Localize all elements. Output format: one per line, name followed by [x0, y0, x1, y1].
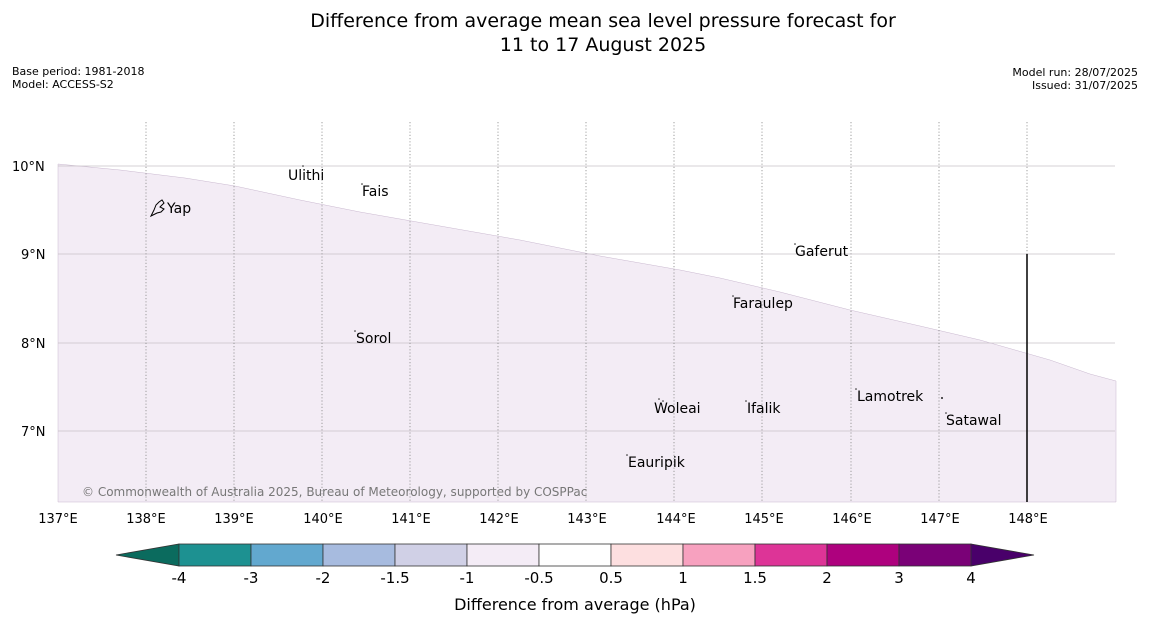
colorbar-segment-4	[394, 543, 468, 567]
lon-label-142e: 142°E	[479, 512, 519, 527]
lat-label-8n: 8°N	[21, 337, 46, 352]
colorbar-tick-4: -1.5	[380, 569, 409, 587]
colorbar-segment-10	[826, 543, 900, 567]
colorbar-segment-3	[322, 543, 396, 567]
gaferut-marker	[794, 243, 796, 245]
lon-label-148e: 148°E	[1008, 512, 1048, 527]
island-label-lamotrek: Lamotrek	[857, 389, 924, 405]
base-info: Base period: 1981-2018 Model: ACCESS-S2	[12, 65, 144, 91]
colorbar-segment-9	[754, 543, 828, 567]
woleai-marker-2	[662, 400, 664, 402]
lon-label-143e: 143°E	[567, 512, 607, 527]
colorbar-tick-8: 1	[678, 569, 688, 587]
island-label-satawal: Satawal	[946, 413, 1001, 429]
fais-marker	[361, 183, 363, 185]
lat-label-7n: 7°N	[21, 425, 46, 440]
lamotrek-marker	[855, 388, 857, 390]
eauripik-marker	[626, 454, 628, 456]
colorbar-tick-5: -1	[460, 569, 475, 587]
lon-label-146e: 146°E	[832, 512, 872, 527]
island-label-yap: Yap	[166, 201, 191, 217]
faraulep-marker	[732, 295, 734, 297]
island-label-ulithi: Ulithi	[288, 168, 324, 184]
lon-label-138e: 138°E	[126, 512, 166, 527]
lamotrek-east-marker	[941, 397, 943, 399]
island-label-sorol: Sorol	[356, 331, 391, 347]
title-line-1: Difference from average mean sea level p…	[310, 10, 896, 32]
island-label-woleai: Woleai	[654, 401, 701, 417]
issued-date: Issued: 31/07/2025	[1031, 79, 1138, 92]
yap-island-outline	[149, 199, 165, 218]
colorbar-low-extension	[115, 543, 180, 567]
colorbar-tick-3: -2	[316, 569, 331, 587]
colorbar-tick-12: 4	[966, 569, 976, 587]
colorbar-tick-7: 0.5	[599, 569, 623, 587]
colorbar	[115, 543, 1035, 567]
map-title: Difference from average mean sea level p…	[0, 9, 1150, 57]
colorbar-segment-7	[610, 543, 684, 567]
colorbar-high-extension	[970, 543, 1035, 567]
lon-label-144e: 144°E	[656, 512, 696, 527]
lat-label-10n: 10°N	[12, 160, 45, 175]
colorbar-label: Difference from average (hPa)	[454, 595, 696, 614]
pressure-anomaly-shading	[57, 163, 1117, 503]
lon-label-141e: 141°E	[391, 512, 431, 527]
colorbar-tick-1: -4	[172, 569, 187, 587]
colorbar-tick-6: -0.5	[524, 569, 553, 587]
island-label-ifalik: Ifalik	[747, 401, 781, 417]
island-markers	[302, 165, 947, 456]
lon-label-147e: 147°E	[920, 512, 960, 527]
title-line-2: 11 to 17 August 2025	[499, 34, 707, 56]
lat-label-9n: 9°N	[21, 248, 46, 263]
ulithi-marker	[302, 165, 304, 167]
island-label-gaferut: Gaferut	[795, 244, 849, 260]
island-label-fais: Fais	[362, 184, 389, 200]
ifalik-marker	[745, 400, 747, 402]
copyright-notice: © Commonwealth of Australia 2025, Bureau…	[82, 485, 587, 499]
island-label-eauripik: Eauripik	[628, 455, 686, 471]
colorbar-segment-8	[682, 543, 756, 567]
island-label-faraulep: Faraulep	[733, 296, 793, 312]
sorol-marker	[354, 330, 356, 332]
colorbar-tick-9: 1.5	[743, 569, 767, 587]
colorbar-segment-5	[466, 543, 540, 567]
woleai-marker	[658, 398, 660, 400]
colorbar-segment-2	[250, 543, 324, 567]
model-run-date: Model run: 28/07/2025	[1012, 66, 1138, 79]
colorbar-segment-6	[538, 543, 612, 567]
base-period: Base period: 1981-2018	[12, 65, 145, 78]
lon-label-137e: 137°E	[38, 512, 78, 527]
satawal-marker	[945, 412, 947, 414]
lon-label-145e: 145°E	[744, 512, 784, 527]
lon-label-139e: 139°E	[214, 512, 254, 527]
colorbar-tick-10: 2	[822, 569, 832, 587]
colorbar-segment-1	[178, 543, 252, 567]
run-info: Model run: 28/07/2025 Issued: 31/07/2025	[1012, 66, 1138, 92]
colorbar-segment-11	[898, 543, 972, 567]
colorbar-tick-2: -3	[244, 569, 259, 587]
lon-label-140e: 140°E	[303, 512, 343, 527]
model-name: Model: ACCESS-S2	[12, 78, 114, 91]
colorbar-tick-11: 3	[894, 569, 904, 587]
